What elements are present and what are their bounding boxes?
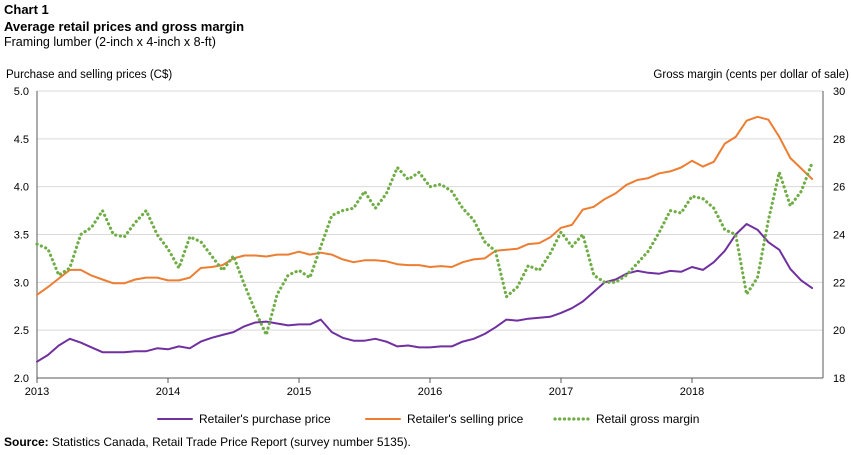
y-left-tick-label: 3.5 bbox=[14, 230, 29, 242]
y-right-tick-label: 28 bbox=[833, 134, 845, 146]
x-tick-label: 2017 bbox=[549, 386, 573, 398]
line-chart: Purchase and selling prices (C$) Gross m… bbox=[6, 69, 849, 426]
x-tick-label: 2015 bbox=[287, 386, 311, 398]
series-line-2 bbox=[36, 115, 814, 296]
y-right-tick-label: 20 bbox=[833, 325, 845, 337]
y-right-tick-label: 18 bbox=[833, 373, 845, 385]
y-left-tick-label: 4.5 bbox=[14, 134, 29, 146]
gridlines bbox=[37, 90, 823, 331]
source-label: Source: bbox=[4, 435, 49, 449]
series-line-3 bbox=[35, 161, 814, 337]
y-right-axis-label: Gross margin (cents per dollar of sale) bbox=[653, 69, 849, 81]
x-tick-label: 2018 bbox=[680, 386, 704, 398]
y-left-tick-label: 5.0 bbox=[14, 86, 29, 98]
y-left-axis-label: Purchase and selling prices (C$) bbox=[6, 69, 172, 81]
legend-label: Retailer's purchase price bbox=[199, 412, 331, 426]
x-tick-label: 2014 bbox=[156, 386, 180, 398]
chart-title: Average retail prices and gross margin bbox=[4, 19, 245, 34]
x-tick-label: 2016 bbox=[418, 386, 442, 398]
legend-label: Retail gross margin bbox=[596, 412, 699, 426]
y-right-tick-label: 22 bbox=[833, 277, 845, 289]
chart-subtitle: Framing lumber (2-inch x 4-inch x 8-ft) bbox=[4, 35, 216, 49]
x-tick-label: 2013 bbox=[25, 386, 49, 398]
y-left-tick-label: 3.0 bbox=[14, 277, 29, 289]
legend: Retailer's purchase price Retailer's sell… bbox=[157, 412, 699, 426]
y-left-tick-label: 4.0 bbox=[14, 182, 29, 194]
series-line-1 bbox=[36, 223, 814, 363]
y-right-tick-label: 26 bbox=[833, 182, 845, 194]
chart-number: Chart 1 bbox=[4, 2, 49, 17]
y-left-tick-label: 2.0 bbox=[14, 373, 29, 385]
y-right-tick-label: 24 bbox=[833, 230, 845, 242]
legend-label: Retailer's selling price bbox=[407, 412, 524, 426]
source-note: Source: Statistics Canada, Retail Trade … bbox=[4, 435, 411, 449]
series-lines bbox=[35, 115, 814, 363]
axes: 2.0 2.5 3.0 3.5 4.0 4.5 5.0 18 20 22 24 26 28 30 2013 2… bbox=[14, 86, 846, 398]
y-left-tick-label: 2.5 bbox=[14, 325, 29, 337]
y-right-tick-label: 30 bbox=[833, 86, 845, 98]
source-text: Statistics Canada, Retail Trade Price Re… bbox=[48, 435, 411, 449]
